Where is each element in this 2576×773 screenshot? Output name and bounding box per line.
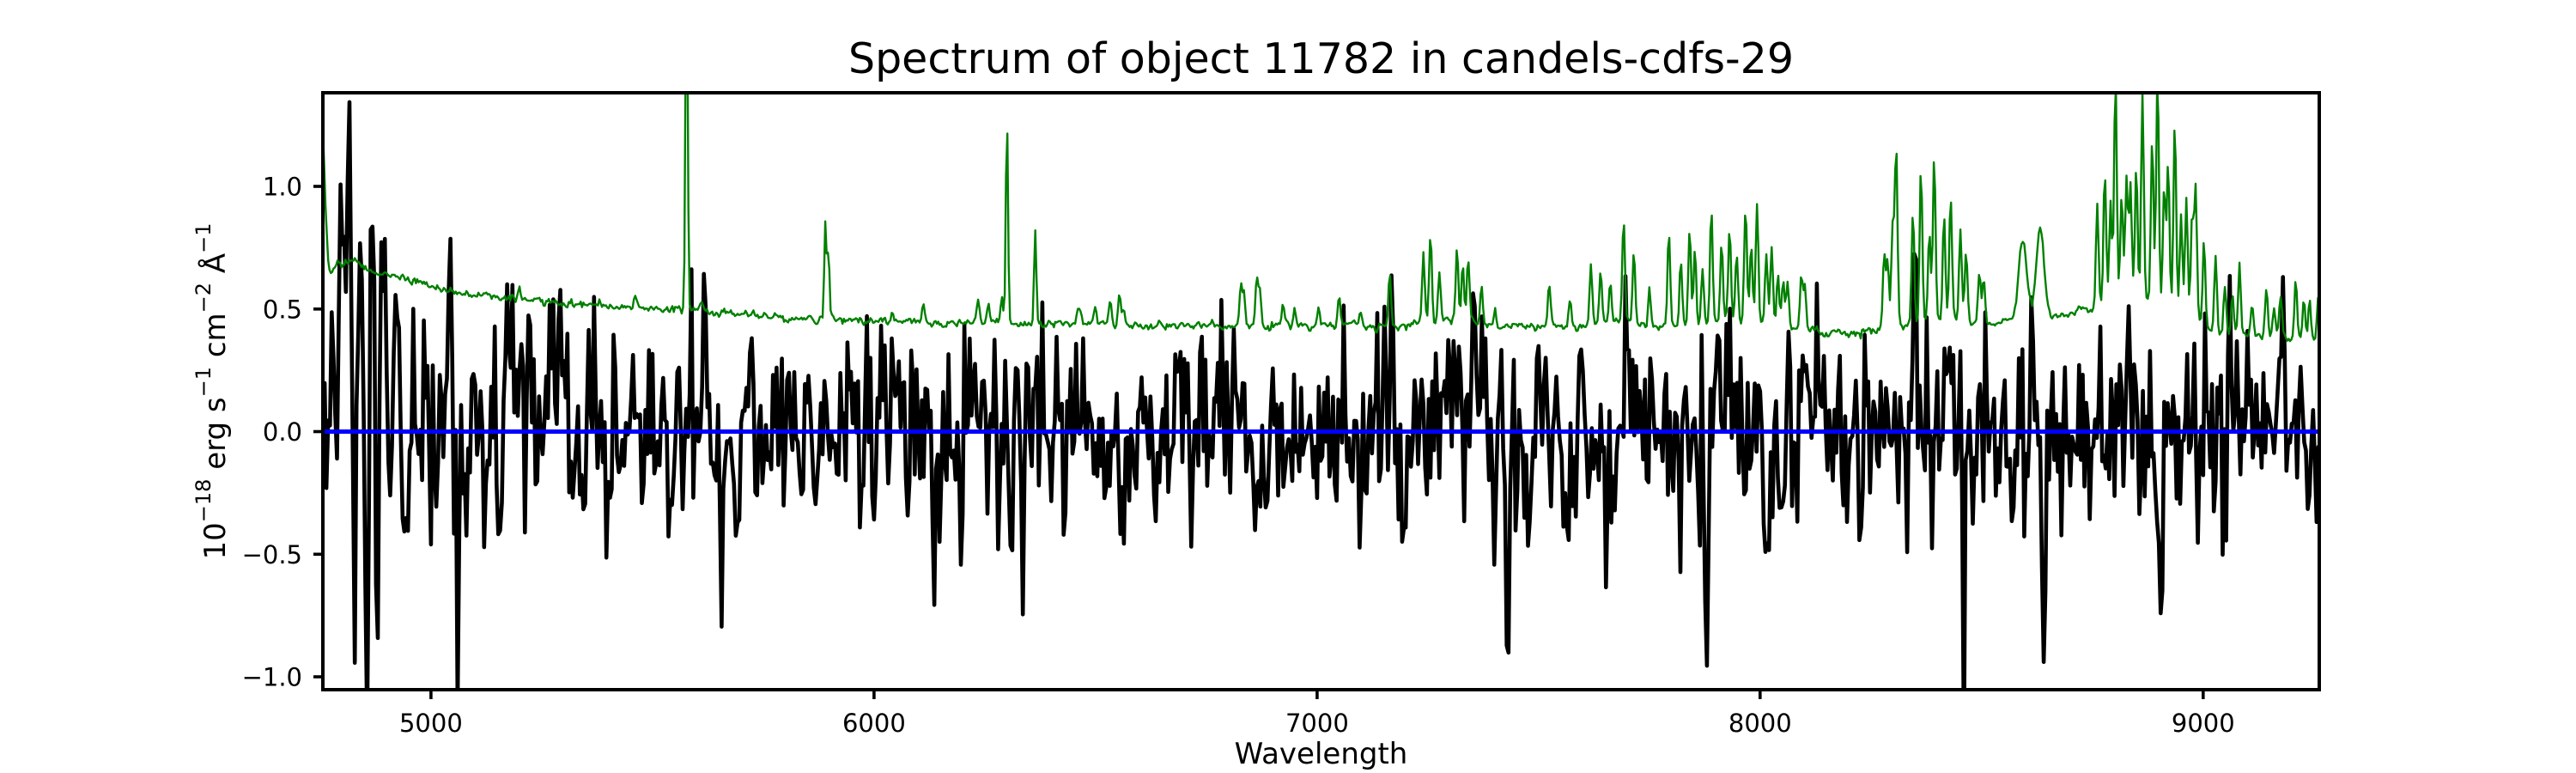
- y-tick-label: 1.0: [263, 173, 302, 202]
- sky-noise-line: [323, 93, 2319, 343]
- axis-layer: 5000 6000 7000 8000 9000 −1.0 −0.5 0.0 0.5 1.0: [242, 173, 2235, 739]
- x-tick-label: 5000: [399, 709, 463, 738]
- y-axis-label: 10−18 erg s−1 cm−2 Å−1: [191, 222, 233, 559]
- x-axis-label: Wavelength: [1235, 737, 1408, 771]
- x-tick-label: 9000: [2172, 709, 2235, 738]
- y-tick-label: −1.0: [242, 663, 302, 692]
- series-layer: [323, 93, 2319, 690]
- flux-line: [323, 100, 2319, 690]
- x-tick-label: 7000: [1285, 709, 1349, 738]
- axes-frame: [321, 91, 2321, 691]
- x-tick-label: 8000: [1728, 709, 1792, 738]
- y-tick-label: −0.5: [242, 540, 302, 569]
- y-tick-label: 0.5: [263, 295, 302, 324]
- y-tick-label: 0.0: [263, 417, 302, 447]
- x-tick-label: 6000: [842, 709, 906, 738]
- plot-title: Spectrum of object 11782 in candels-cdfs…: [848, 34, 1794, 83]
